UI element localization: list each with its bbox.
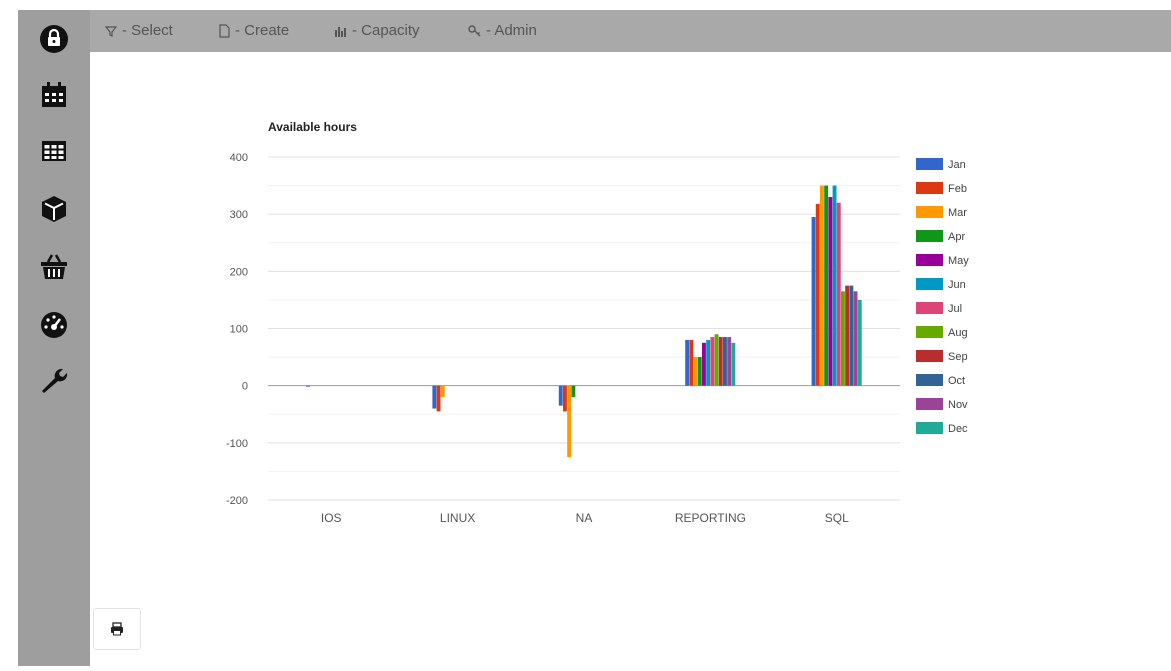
nav-capacity-label: - Capacity [352, 22, 420, 39]
legend-label: Aug [948, 327, 968, 339]
legend-label: Apr [948, 231, 965, 243]
basket-icon[interactable] [38, 250, 70, 282]
bar [714, 334, 719, 386]
bar [836, 202, 841, 386]
bar [571, 385, 576, 398]
bar [845, 285, 850, 386]
bar [811, 217, 816, 386]
nav-admin[interactable]: - Admin [468, 22, 537, 39]
bar [841, 291, 845, 386]
bar [432, 385, 437, 409]
calendar-icon[interactable] [38, 79, 70, 111]
bar [702, 342, 706, 386]
bar [689, 339, 694, 386]
legend-label: Dec [948, 423, 968, 435]
y-tick-label: -200 [226, 495, 248, 507]
sidebar [18, 10, 90, 666]
nav-select-label: - Select [122, 22, 173, 39]
bar [697, 357, 702, 386]
legend-swatch [916, 230, 943, 242]
legend-label: Feb [948, 183, 967, 195]
legend-swatch [916, 182, 943, 194]
bar [731, 342, 736, 386]
y-tick-label: 300 [230, 209, 248, 221]
bar [710, 337, 715, 386]
bar [718, 337, 723, 386]
x-tick-label: NA [576, 511, 593, 525]
y-tick-label: 0 [242, 381, 248, 393]
dashboard-icon[interactable] [38, 308, 70, 340]
y-tick-label: 200 [230, 266, 248, 278]
bar [706, 339, 711, 386]
legend-label: Mar [948, 207, 967, 219]
bar [849, 285, 854, 386]
legend-swatch [916, 206, 943, 218]
nav-select[interactable]: - Select [104, 22, 173, 39]
legend-label: Jul [948, 303, 962, 315]
bar [828, 197, 833, 386]
table-icon[interactable] [38, 135, 70, 167]
cube-icon[interactable] [38, 193, 70, 225]
print-button[interactable] [93, 608, 141, 650]
bar [857, 299, 862, 386]
bar [563, 385, 567, 412]
legend-label: Oct [948, 375, 965, 387]
y-tick-label: -100 [226, 438, 248, 450]
file-icon [219, 23, 230, 38]
bar [815, 203, 820, 386]
bar [723, 337, 727, 386]
nav-create-label: - Create [235, 22, 290, 39]
legend-swatch [916, 302, 943, 314]
bar [685, 339, 690, 386]
chart-title: Available hours [268, 120, 357, 134]
wrench-icon[interactable] [38, 365, 70, 397]
bar [727, 337, 732, 386]
nav-create[interactable]: - Create [217, 22, 289, 39]
x-tick-label: REPORTING [675, 511, 746, 525]
legend-swatch [916, 158, 943, 170]
legend-swatch [916, 326, 943, 338]
lock-icon[interactable] [38, 23, 70, 55]
print-icon [111, 622, 123, 636]
legend-swatch [916, 374, 943, 386]
bar [832, 185, 837, 386]
y-tick-label: 400 [230, 152, 248, 164]
x-tick-label: LINUX [440, 511, 475, 525]
legend-swatch [916, 278, 943, 290]
legend-label: Jan [948, 159, 966, 171]
legend-label: Sep [948, 351, 968, 363]
nav-admin-label: - Admin [486, 22, 537, 39]
nav-capacity[interactable]: - Capacity [334, 22, 420, 39]
bar [693, 357, 698, 386]
x-tick-label: SQL [825, 511, 849, 525]
bar [436, 385, 441, 412]
key-icon [468, 24, 481, 36]
legend-swatch [916, 422, 943, 434]
bar [440, 385, 445, 398]
x-tick-label: IOS [321, 511, 342, 525]
top-nav-bar: - Select - Create - Capacity - Admin [90, 10, 1171, 52]
bar [567, 385, 572, 458]
legend-swatch [916, 350, 943, 362]
legend-label: Jun [948, 279, 966, 291]
bar [853, 291, 858, 386]
legend-swatch [916, 254, 943, 266]
select-icon [104, 25, 118, 37]
bar [558, 385, 563, 406]
legend-label: May [948, 255, 969, 267]
bar [824, 185, 829, 386]
legend-swatch [916, 398, 943, 410]
bar [820, 185, 824, 386]
bar-chart-icon [335, 26, 346, 37]
bar [306, 385, 310, 387]
y-tick-label: 100 [230, 324, 248, 336]
legend-label: Nov [948, 399, 968, 411]
